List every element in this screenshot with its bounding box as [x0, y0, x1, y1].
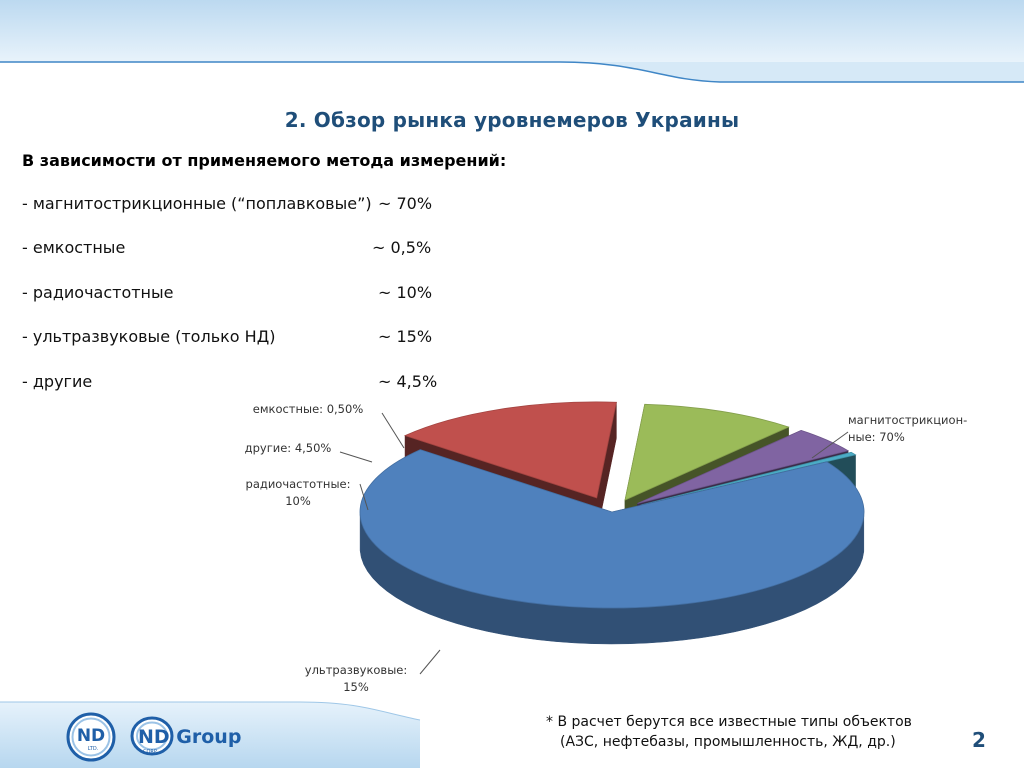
slice-top-магнитострикционные: [359, 449, 865, 609]
slice-wall: [640, 454, 856, 542]
slice-wall: [420, 449, 613, 549]
nd-group-sub: CORP.: [143, 749, 158, 755]
nd-group-text: ND Group: [138, 726, 241, 748]
header-band: [0, 0, 1024, 105]
list-item: - магнитострикционные (“поплавковые”) ~ …: [22, 194, 452, 214]
list-item: - другие ~ 4,5%: [22, 372, 452, 392]
item-name: - емкостные: [22, 238, 126, 257]
list-item: - ультразвуковые (только НД) ~ 15%: [22, 327, 452, 347]
data-label: радиочастотные:: [246, 477, 351, 491]
slice-side: [359, 514, 865, 645]
slice-wall: [624, 404, 645, 537]
slide-title: 2. Обзор рынка уровнемеров Украины: [284, 108, 740, 132]
page-number: 2: [972, 728, 986, 752]
item-value: ~ 70%: [378, 194, 433, 213]
item-name: - радиочастотные: [22, 283, 174, 302]
slice-top-радиочастотные: [624, 403, 790, 501]
label-leader: [419, 649, 441, 675]
data-label: другие: 4,50%: [245, 441, 332, 455]
list-item: - радиочастотные ~ 10%: [22, 283, 452, 303]
nd-ltd-sub: LTD.: [88, 746, 99, 752]
label-leader: [811, 431, 849, 459]
nd-ltd-logo: ND LTD.: [66, 712, 116, 762]
list-item: - емкостные ~ 0,5%: [22, 238, 452, 258]
footnote-line2: (АЗС, нефтебазы, промышленность, ЖД, др.…: [560, 734, 896, 750]
item-value: ~ 4,5%: [378, 372, 438, 391]
slice-wall: [404, 435, 597, 535]
item-name: - другие: [22, 372, 93, 391]
footnote-line1: * В расчет берутся все известные типы об…: [546, 714, 912, 730]
data-label: 10%: [285, 494, 311, 508]
slice-wall: [640, 452, 852, 542]
item-name: - магнитострикционные (“поплавковые”): [22, 194, 372, 213]
data-label: ультразвуковые:: [305, 663, 407, 677]
slice-top-емкостные: [640, 451, 857, 506]
slice-top-ультразвуковые: [403, 401, 617, 499]
label-leader: [381, 412, 405, 449]
nd-group-logo: ND Group CORP.: [130, 716, 241, 756]
slice-wall: [596, 402, 617, 534]
slice-wall: [624, 426, 789, 537]
data-label: емкостные: 0,50%: [253, 402, 364, 416]
item-value: ~ 15%: [378, 327, 433, 346]
data-label: 15%: [343, 680, 369, 694]
slide-subtitle: В зависимости от применяемого метода изм…: [22, 151, 507, 170]
item-value: ~ 10%: [378, 283, 433, 302]
slice-wall: [637, 430, 802, 540]
slice-wall: [637, 450, 849, 540]
label-leader: [359, 483, 369, 511]
footnote: * В расчет берутся все известные типы об…: [546, 712, 912, 752]
data-label: ные: 70%: [848, 430, 905, 444]
data-label: магнитострикцион-: [848, 413, 967, 427]
label-leader: [339, 451, 373, 463]
slice-wall: [611, 461, 828, 549]
nd-ltd-text: ND: [77, 726, 105, 746]
slice-top-другие: [637, 429, 850, 504]
item-value: ~ 0,5%: [372, 238, 432, 257]
item-name: - ультразвуковые (только НД): [22, 327, 276, 346]
